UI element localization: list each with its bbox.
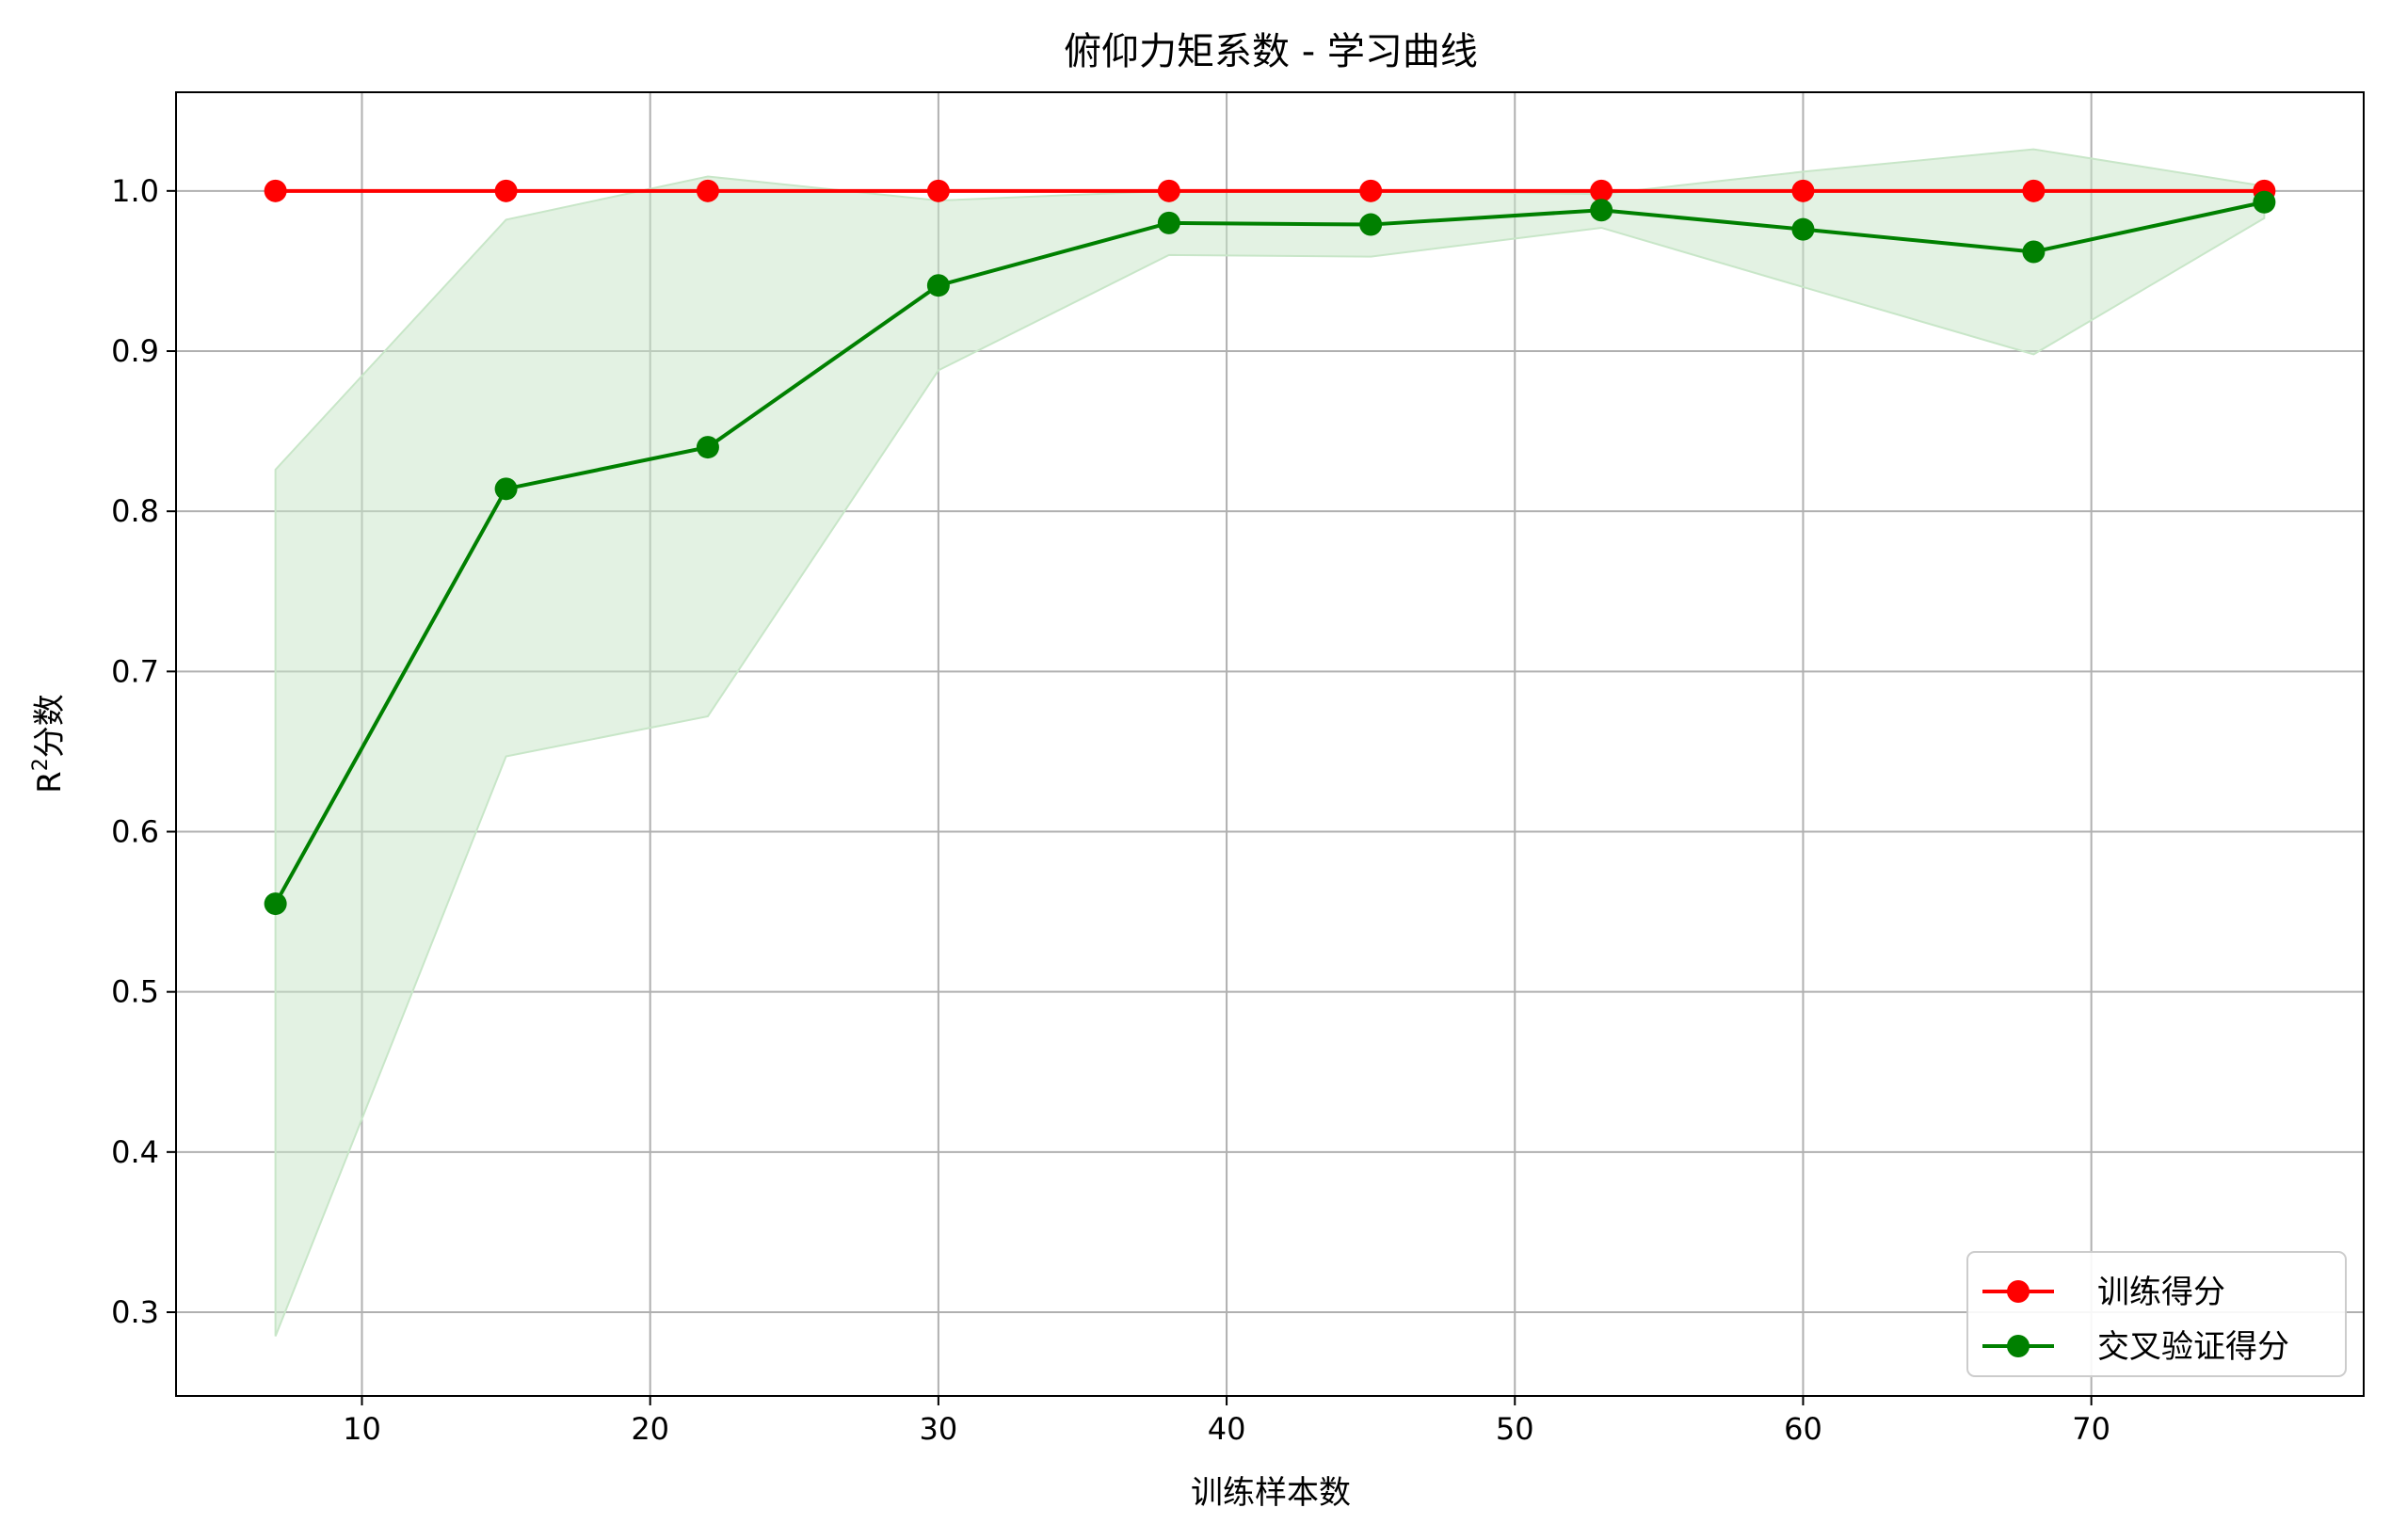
x-tick-label: 50 (1496, 1411, 1534, 1447)
plot-frame (175, 91, 2365, 1397)
confidence-band-1 (274, 148, 2266, 1337)
legend-marker (2007, 1335, 2030, 1357)
data-point (926, 179, 950, 202)
y-tick-label: 0.8 (111, 493, 159, 529)
legend-marker (2007, 1280, 2030, 1303)
y-tick-label: 0.3 (111, 1294, 159, 1330)
y-tick-label: 0.7 (111, 653, 159, 689)
data-point (1157, 211, 1180, 234)
data-point (264, 892, 287, 916)
data-point (696, 179, 719, 202)
legend-label: 交叉验证得分 (2097, 1328, 2289, 1366)
y-axis-label-rest: 分数 (31, 694, 69, 758)
y-axis-label-sup: 2 (29, 758, 53, 771)
y-tick-label: 0.4 (111, 1134, 159, 1170)
data-point (1359, 213, 1383, 236)
y-axis-label: R2分数 (29, 694, 69, 794)
series-line-1 (273, 200, 2265, 906)
y-tick-label: 1.0 (111, 173, 159, 209)
data-point (1791, 217, 1815, 241)
y-axis-label-base: R (31, 771, 69, 794)
legend-box (1966, 1251, 2347, 1377)
data-point (2022, 179, 2046, 202)
data-point (1791, 179, 1815, 202)
x-tick-label: 60 (1784, 1411, 1822, 1447)
y-tick-label: 0.6 (111, 813, 159, 849)
data-point (1359, 179, 1383, 202)
series-markers (264, 179, 2276, 916)
x-axis-label: 训练样本数 (1191, 1474, 1351, 1512)
data-point (494, 179, 518, 202)
series-lines (273, 188, 2265, 906)
data-point (264, 179, 287, 202)
data-point (1157, 179, 1180, 202)
x-tick-label: 10 (343, 1411, 381, 1447)
x-tick-label: 40 (1208, 1411, 1246, 1447)
x-tick-label: 70 (2072, 1411, 2110, 1447)
x-tick-label: 30 (920, 1411, 958, 1447)
chart-title: 俯仰力矩系数 - 学习曲线 (1064, 30, 1478, 73)
data-point (1590, 199, 1613, 222)
data-point (696, 436, 719, 459)
y-tick-label: 0.5 (111, 974, 159, 1010)
data-point (494, 477, 518, 501)
confidence-bands (274, 148, 2266, 1337)
y-tick-label: 0.9 (111, 333, 159, 369)
x-axis-ticks: 10 20 30 40 50 60 70 (343, 1396, 2110, 1447)
data-point (2022, 240, 2046, 264)
x-tick-label: 20 (631, 1411, 669, 1447)
legend-label: 训练得分 (2097, 1274, 2225, 1311)
data-point (926, 274, 950, 297)
data-point (2253, 190, 2276, 214)
data-point (1590, 179, 1613, 202)
y-axis-ticks: 0.3 0.4 0.5 0.6 0.7 0.8 0.9 1.0 (111, 173, 176, 1330)
